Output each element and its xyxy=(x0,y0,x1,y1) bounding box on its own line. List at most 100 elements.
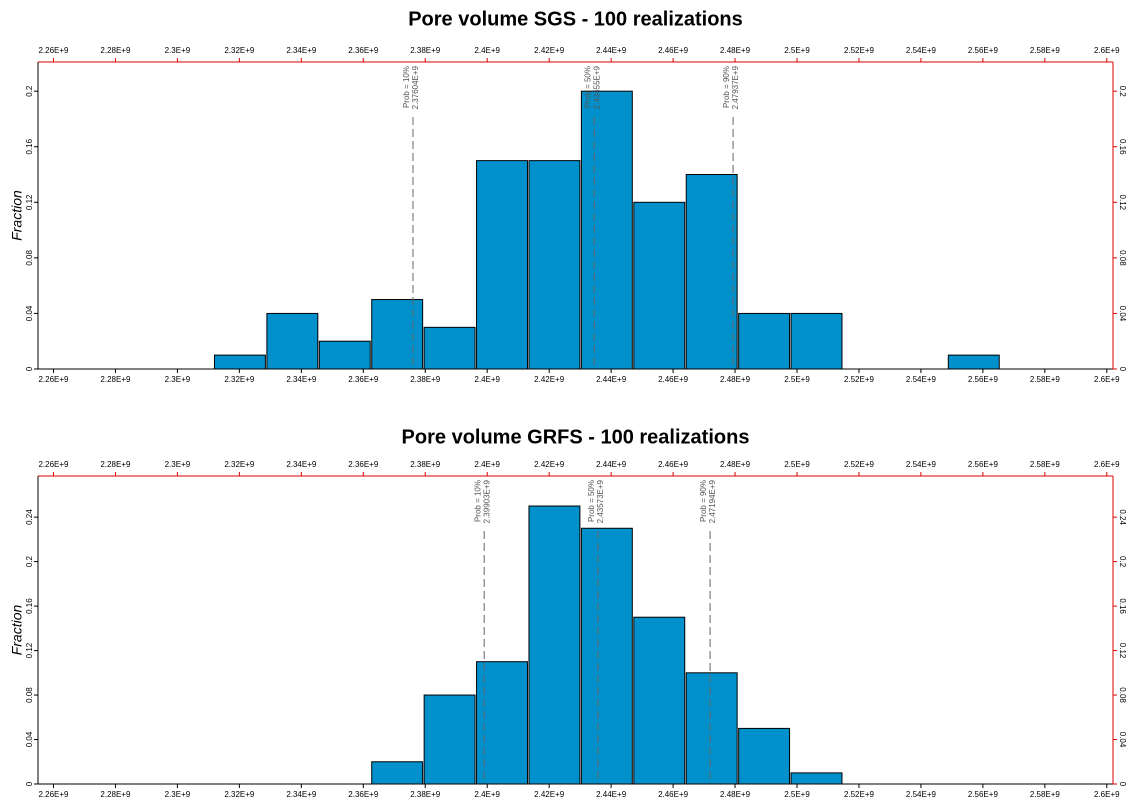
bar xyxy=(738,312,791,370)
y-tick-label: 0.24 xyxy=(25,509,34,525)
y-tick-label: 0.08 xyxy=(25,250,34,266)
x-tick-label: 2.42E+9 xyxy=(534,790,565,799)
x-tick-label: 2.34E+9 xyxy=(286,375,317,384)
percentile-label: Prob = 90% xyxy=(722,66,731,108)
x-tick-label-top: 2.5E+9 xyxy=(784,46,810,55)
y-tick-label: 0.12 xyxy=(25,194,34,210)
y-tick-label-right: 0.2 xyxy=(1118,556,1127,568)
x-tick-label-top: 2.48E+9 xyxy=(720,46,751,55)
x-tick-label-top: 2.42E+9 xyxy=(534,46,565,55)
y-tick-label-right: 0.12 xyxy=(1118,643,1127,659)
x-tick-label-top: 2.6E+9 xyxy=(1094,460,1120,469)
bar xyxy=(790,312,843,370)
x-tick-label-top: 2.46E+9 xyxy=(658,46,689,55)
y-tick-label-right: 0.04 xyxy=(1118,732,1127,748)
x-tick-label: 2.4E+9 xyxy=(474,375,500,384)
bar xyxy=(213,354,266,370)
bar xyxy=(528,505,581,785)
percentile-label: Prob = 10% xyxy=(473,480,482,522)
y-tick-label: 0.12 xyxy=(25,642,34,658)
x-tick-label: 2.36E+9 xyxy=(348,375,379,384)
x-tick-label-top: 2.34E+9 xyxy=(286,460,317,469)
y-tick-label: 0.2 xyxy=(25,556,34,568)
x-tick-label-top: 2.58E+9 xyxy=(1030,46,1061,55)
x-tick-label: 2.26E+9 xyxy=(38,375,69,384)
x-tick-label: 2.56E+9 xyxy=(968,375,999,384)
x-tick-label-top: 2.5E+9 xyxy=(784,460,810,469)
bar xyxy=(476,160,528,370)
x-tick-label: 2.38E+9 xyxy=(410,790,441,799)
x-tick-label: 2.5E+9 xyxy=(784,790,810,799)
y-axis-label: Fraction xyxy=(9,190,25,241)
x-tick-label-top: 2.4E+9 xyxy=(474,46,500,55)
x-tick-label: 2.54E+9 xyxy=(906,375,937,384)
bar xyxy=(580,90,633,370)
bar xyxy=(371,761,424,785)
percentile-label: Prob = 10% xyxy=(402,66,411,108)
percentile-label: Prob = 50% xyxy=(583,66,592,108)
y-axis-label: Fraction xyxy=(9,605,25,656)
x-tick-label: 2.3E+9 xyxy=(165,375,191,384)
x-tick-label-top: 2.26E+9 xyxy=(38,46,69,55)
percentile-value: 2.43455E+9 xyxy=(592,65,601,109)
bar xyxy=(423,326,476,370)
chart-title: Pore volume SGS - 100 realizations xyxy=(408,8,743,30)
x-tick-label: 2.5E+9 xyxy=(784,375,810,384)
x-tick-label: 2.6E+9 xyxy=(1094,375,1120,384)
x-tick-label: 2.28E+9 xyxy=(100,790,131,799)
x-tick-label: 2.3E+9 xyxy=(165,790,191,799)
y-tick-label: 0 xyxy=(25,781,34,786)
y-tick-label: 0 xyxy=(25,366,34,371)
x-tick-label: 2.38E+9 xyxy=(410,375,441,384)
bar xyxy=(738,727,791,785)
y-tick-label-right: 0 xyxy=(1118,367,1127,372)
y-tick-label-right: 0.08 xyxy=(1118,250,1127,266)
x-tick-label: 2.34E+9 xyxy=(286,790,317,799)
x-tick-label-top: 2.36E+9 xyxy=(348,46,379,55)
percentile-value: 2.39903E+9 xyxy=(482,479,491,523)
bar xyxy=(266,312,319,370)
x-tick-label: 2.32E+9 xyxy=(224,375,255,384)
x-tick-label-top: 2.44E+9 xyxy=(596,46,627,55)
x-tick-label: 2.52E+9 xyxy=(844,375,875,384)
percentile-label: Prob = 50% xyxy=(587,480,596,522)
percentile-value: 2.47937E+9 xyxy=(731,65,740,109)
y-tick-label: 0.2 xyxy=(25,85,34,97)
x-tick-label: 2.4E+9 xyxy=(474,790,500,799)
x-tick-label-top: 2.26E+9 xyxy=(38,460,69,469)
x-tick-label-top: 2.32E+9 xyxy=(224,46,255,55)
bar xyxy=(633,616,686,785)
x-tick-label-top: 2.56E+9 xyxy=(968,460,999,469)
bar xyxy=(685,174,738,370)
x-tick-label-top: 2.52E+9 xyxy=(844,46,875,55)
x-tick-label-top: 2.42E+9 xyxy=(534,460,565,469)
y-tick-label-right: 0.2 xyxy=(1118,86,1127,98)
bar xyxy=(528,160,581,370)
percentile-label: Prob = 90% xyxy=(699,480,708,522)
x-tick-label-top: 2.46E+9 xyxy=(658,460,689,469)
x-tick-label: 2.42E+9 xyxy=(534,375,565,384)
y-tick-label: 0.04 xyxy=(25,731,34,747)
x-tick-label: 2.46E+9 xyxy=(658,375,689,384)
x-tick-label: 2.28E+9 xyxy=(100,375,131,384)
x-tick-label-top: 2.54E+9 xyxy=(906,460,937,469)
x-tick-label: 2.26E+9 xyxy=(38,790,69,799)
y-tick-label-right: 0.24 xyxy=(1118,509,1127,525)
x-tick-label: 2.36E+9 xyxy=(348,790,379,799)
x-tick-label: 2.58E+9 xyxy=(1030,375,1061,384)
y-tick-label-right: 0.08 xyxy=(1118,687,1127,703)
x-tick-label-top: 2.44E+9 xyxy=(596,460,627,469)
x-tick-label-top: 2.38E+9 xyxy=(410,460,441,469)
x-tick-label: 2.58E+9 xyxy=(1030,790,1061,799)
bar xyxy=(580,527,633,785)
x-tick-label-top: 2.38E+9 xyxy=(410,46,441,55)
x-tick-label-top: 2.3E+9 xyxy=(165,460,191,469)
y-tick-label: 0.04 xyxy=(25,305,34,321)
x-tick-label-top: 2.3E+9 xyxy=(165,46,191,55)
x-tick-label-top: 2.28E+9 xyxy=(100,46,131,55)
x-tick-label-top: 2.4E+9 xyxy=(474,460,500,469)
chart-title: Pore volume GRFS - 100 realizations xyxy=(402,426,750,448)
x-tick-label-top: 2.58E+9 xyxy=(1030,460,1061,469)
y-tick-label: 0.08 xyxy=(25,687,34,703)
